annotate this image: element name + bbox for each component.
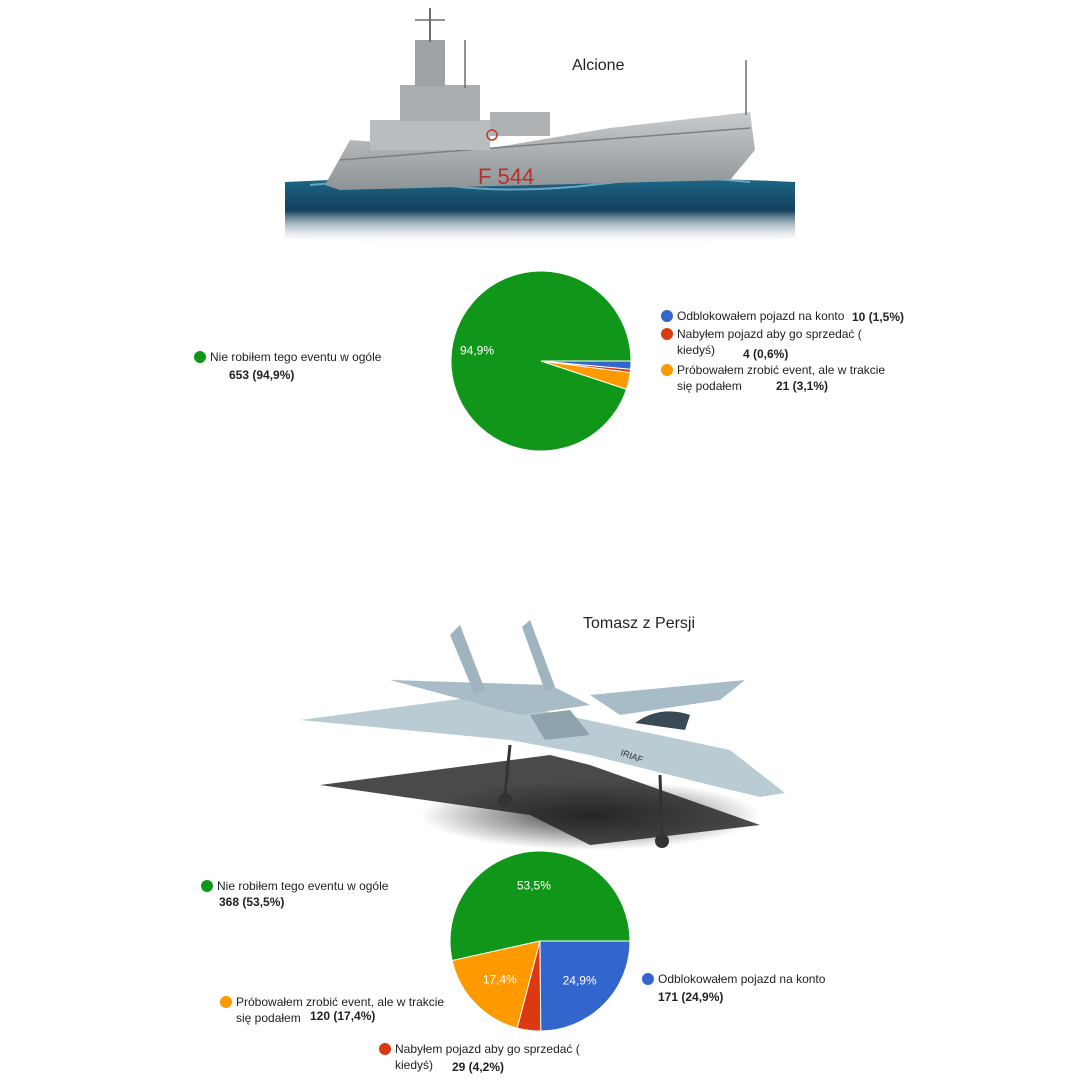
- legend-item-tried-gave-up: Próbowałem zrobić event, ale w trakcie s…: [220, 994, 460, 1028]
- legend-value: 10 (1,5%): [852, 310, 905, 324]
- legend-item-not-done: Nie robiłem tego eventu w ogóle 368 (53,…: [201, 878, 411, 912]
- legend-dot-icon: [661, 364, 673, 376]
- legend-label: Próbowałem zrobić event, ale w trakcie s…: [236, 995, 445, 1025]
- legend-item-tried-gave-up: Próbowałem zrobić event, ale w trakcie s…: [661, 362, 921, 398]
- slice-percent-label: 24,9%: [563, 973, 597, 987]
- legend-dot-icon: [661, 310, 673, 322]
- legend-label: Nie robiłem tego eventu w ogóle: [210, 350, 382, 364]
- chart-panel-alcione: Alcione F 544 94,9% Ni: [194, 8, 921, 452]
- legend-value: 120 (17,4%): [310, 1009, 376, 1023]
- fighter-jet-image: IRIAF: [300, 620, 785, 850]
- chart-title: Alcione: [572, 57, 625, 74]
- legend-value: 653 (94,9%): [229, 368, 295, 382]
- slice-percent-label: 17,4%: [483, 973, 517, 987]
- slice-unlocked: [539, 940, 631, 1032]
- legend-item-bought-to-sell: Nabyłem pojazd aby go sprzedać ( kiedyś)…: [661, 326, 921, 362]
- slice-not-done: [449, 850, 631, 962]
- legend-label: Nie robiłem tego eventu w ogóle: [217, 879, 389, 893]
- slice-percent-label: 53,5%: [517, 879, 551, 893]
- legend-value: 171 (24,9%): [658, 990, 724, 1004]
- chart-title: Tomasz z Persji: [583, 615, 696, 632]
- legend-value: 21 (3,1%): [776, 379, 829, 393]
- legend-dot-icon: [220, 996, 232, 1008]
- legend-item-bought-to-sell: Nabyłem pojazd aby go sprzedać ( kiedyś)…: [379, 1041, 609, 1077]
- legend-dot-icon: [661, 328, 673, 340]
- slice-percent-label: 94,9%: [460, 344, 494, 358]
- warship-image: F 544: [285, 8, 795, 245]
- legend-dot-icon: [379, 1043, 391, 1055]
- chart-panel-tomasz: Tomasz z Persji IRIAF 53,5% 17,4% 24,9% Ni…: [0, 540, 1080, 1080]
- svg-text:F 544: F 544: [478, 164, 534, 189]
- slice-unlocked: [540, 360, 632, 370]
- legend-label: Odblokowałem pojazd na konto: [677, 309, 845, 323]
- pie-chart: 94,9%: [450, 270, 632, 452]
- legend-label: Nabyłem pojazd aby go sprzedać ( kiedyś): [677, 327, 862, 357]
- legend-label: Próbowałem zrobić event, ale w trakcie s…: [677, 363, 886, 393]
- pie-chart: 53,5% 17,4% 24,9%: [449, 850, 631, 1032]
- legend-value: 368 (53,5%): [219, 895, 285, 909]
- legend-dot-icon: [201, 880, 213, 892]
- legend-label: Odblokowałem pojazd na konto: [658, 972, 826, 986]
- legend-dot-icon: [194, 351, 206, 363]
- slice-tried-gave-up: [451, 940, 541, 1029]
- legend-item-unlocked: Odblokowałem pojazd na konto 171 (24,9%): [642, 971, 862, 1005]
- legend-value: 4 (0,6%): [743, 347, 789, 361]
- legend-value: 29 (4,2%): [452, 1060, 505, 1074]
- legend-item-not-done: Nie robiłem tego eventu w ogóle 653 (94,…: [194, 349, 404, 383]
- legend-item-unlocked: Odblokowałem pojazd na konto 10 (1,5%): [661, 308, 921, 326]
- legend-dot-icon: [642, 973, 654, 985]
- legend-label: Nabyłem pojazd aby go sprzedać ( kiedyś): [395, 1042, 580, 1072]
